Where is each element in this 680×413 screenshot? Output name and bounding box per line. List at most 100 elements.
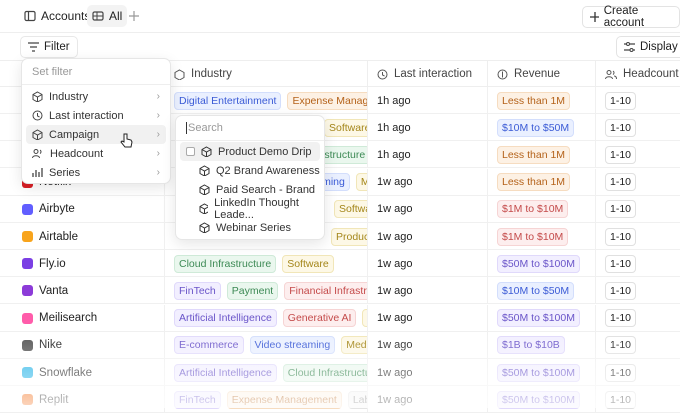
revenue-tag: $50M to $100M: [497, 254, 580, 273]
filter-button[interactable]: Filter: [20, 36, 78, 58]
company-name[interactable]: Snowflake: [39, 366, 93, 379]
filter-item[interactable]: Campaign ›: [26, 125, 166, 144]
revenue-tag: $50M to $100M: [497, 309, 580, 328]
campaign-item-label: Q2 Brand Awareness: [216, 164, 320, 177]
industry-tag: Digital Entertainment: [174, 91, 282, 110]
headcount-tag: 1-10: [605, 390, 637, 409]
column-header: Industry: [164, 61, 367, 87]
company-name[interactable]: Nike: [39, 339, 63, 352]
campaign-item[interactable]: Webinar Series: [180, 218, 320, 237]
company-name[interactable]: Meilisearch: [39, 312, 98, 325]
campaign-item[interactable]: LinkedIn Thought Leade...: [180, 197, 320, 221]
table-row: Digital Entertainment Expense Management 1…: [0, 87, 680, 114]
revenue-tag: $1B to $10B: [497, 336, 565, 355]
last-interaction-cell: 1w ago: [367, 331, 487, 359]
revenue-cell: Less than 1M: [487, 141, 595, 169]
create-label: Create account: [603, 5, 645, 29]
filter-label: Filter: [44, 41, 70, 53]
company-name[interactable]: Fly.io: [39, 257, 66, 270]
last-interaction-cell: 1w ago: [367, 359, 487, 386]
revenue-tag: Less than 1M: [497, 173, 571, 192]
headcount-cell: 1-10: [595, 250, 680, 278]
view-tab[interactable]: All: [87, 5, 128, 27]
industry-tag: Payment: [226, 281, 279, 300]
headcount-cell: 1-10: [595, 223, 680, 250]
last-interaction: 1w ago: [377, 230, 413, 243]
company-name[interactable]: Airbyte: [39, 203, 75, 216]
last-interaction: 1w ago: [377, 176, 413, 189]
headcount-tag: 1-10: [605, 309, 637, 328]
industry-tag: Productivity: [331, 227, 367, 246]
company-logo: [22, 258, 33, 270]
table-row: Airtable Productivity 1w ago $1M to $10M 1-1…: [0, 223, 680, 250]
headcount-cell: 1-10: [595, 331, 680, 359]
industry-cell: Digital Entertainment Expense Management: [164, 87, 367, 114]
industry-tag: Expense Management: [287, 91, 367, 110]
filter-item[interactable]: Industry ›: [26, 87, 166, 106]
industry-cell: Software: [164, 114, 367, 142]
company-name[interactable]: Vanta: [39, 284, 69, 297]
company-name[interactable]: Airtable: [39, 230, 78, 243]
headcount-tag: 1-10: [605, 91, 637, 110]
campaign-search[interactable]: Search: [186, 122, 223, 134]
revenue-cell: Less than 1M: [487, 87, 595, 114]
industry-tag: Expense Management: [226, 390, 342, 409]
last-interaction-cell: 1w ago: [367, 168, 487, 196]
breadcrumb[interactable]: Accounts: [24, 9, 90, 23]
filter-item[interactable]: Series ›: [26, 163, 166, 182]
last-interaction-cell: 1w ago: [367, 386, 487, 413]
table-row: Snowflake Artificial Intelligence Cloud In…: [0, 359, 680, 386]
add-view[interactable]: [128, 10, 140, 22]
campaign-item[interactable]: Product Demo Drip: [180, 142, 320, 161]
headcount-cell: 1-10: [595, 386, 680, 413]
table-row: Airbyte Software 1w ago $1M to $10M 1-10: [0, 195, 680, 223]
industry-tag: Software: [334, 200, 367, 219]
industry-cell: Productivity: [164, 223, 367, 250]
filter-item-label: Headcount: [50, 147, 104, 160]
filter-search[interactable]: Set filter: [32, 66, 73, 78]
revenue-tag: Less than 1M: [497, 91, 571, 110]
name-cell: Fly.io: [0, 250, 164, 277]
campaign-item[interactable]: Paid Search - Brand: [180, 180, 320, 199]
industry-cell: E-commerce Video streaming Media: [164, 331, 367, 359]
industry-cell: Software: [164, 195, 367, 223]
display-button[interactable]: Display: [616, 36, 680, 58]
display-label: Display: [640, 41, 678, 53]
column-header: Revenue: [487, 61, 595, 87]
industry-cell: FinTech Payment Financial Infrastructure: [164, 277, 367, 305]
headcount-cell: 1-10: [595, 141, 680, 169]
campaign-menu: Search Product Demo Drip Q2 Brand Awarene…: [175, 115, 325, 240]
revenue-cell: $1M to $10M: [487, 223, 595, 250]
campaign-item-label: Webinar Series: [216, 221, 291, 234]
filter-item[interactable]: Last interaction ›: [26, 106, 166, 125]
company-name[interactable]: Replit: [39, 393, 69, 406]
last-interaction: 1h ago: [377, 94, 411, 107]
headcount-tag: 1-10: [605, 336, 637, 355]
headcount-cell: 1-10: [595, 359, 680, 386]
tab-label: All: [109, 9, 123, 23]
headcount-cell: 1-10: [595, 304, 680, 332]
revenue-tag: $1M to $10M: [497, 200, 569, 219]
name-cell: Meilisearch: [0, 305, 164, 332]
revenue-cell: Less than 1M: [487, 168, 595, 196]
revenue-tag: $50M to $100M: [497, 390, 580, 409]
create-button[interactable]: Create account: [582, 5, 680, 29]
filter-menu: Set filter Industry › Last interaction › Cam…: [21, 58, 171, 184]
revenue-tag: Less than 1M: [497, 145, 571, 164]
name-cell: Nike: [0, 332, 164, 359]
last-interaction: 1w ago: [377, 257, 413, 270]
industry-tag: E-commerce: [174, 336, 244, 355]
last-interaction: 1w ago: [377, 312, 413, 325]
revenue-cell: $10M to $50M: [487, 277, 595, 305]
table-row: Replit FinTech Expense Management Label 1w a…: [0, 386, 680, 413]
table-row: Meilisearch Artificial Intelligence Genera…: [0, 304, 680, 332]
industry-tag: Label: [347, 390, 367, 409]
filter-item[interactable]: Headcount ›: [26, 144, 166, 163]
campaign-item[interactable]: Q2 Brand Awareness: [180, 161, 320, 180]
last-interaction-cell: 1w ago: [367, 304, 487, 332]
headcount-tag: 1-10: [605, 281, 637, 300]
revenue-tag: $10M to $50M: [497, 118, 575, 137]
headcount-cell: 1-10: [595, 114, 680, 142]
cursor: [120, 133, 133, 148]
